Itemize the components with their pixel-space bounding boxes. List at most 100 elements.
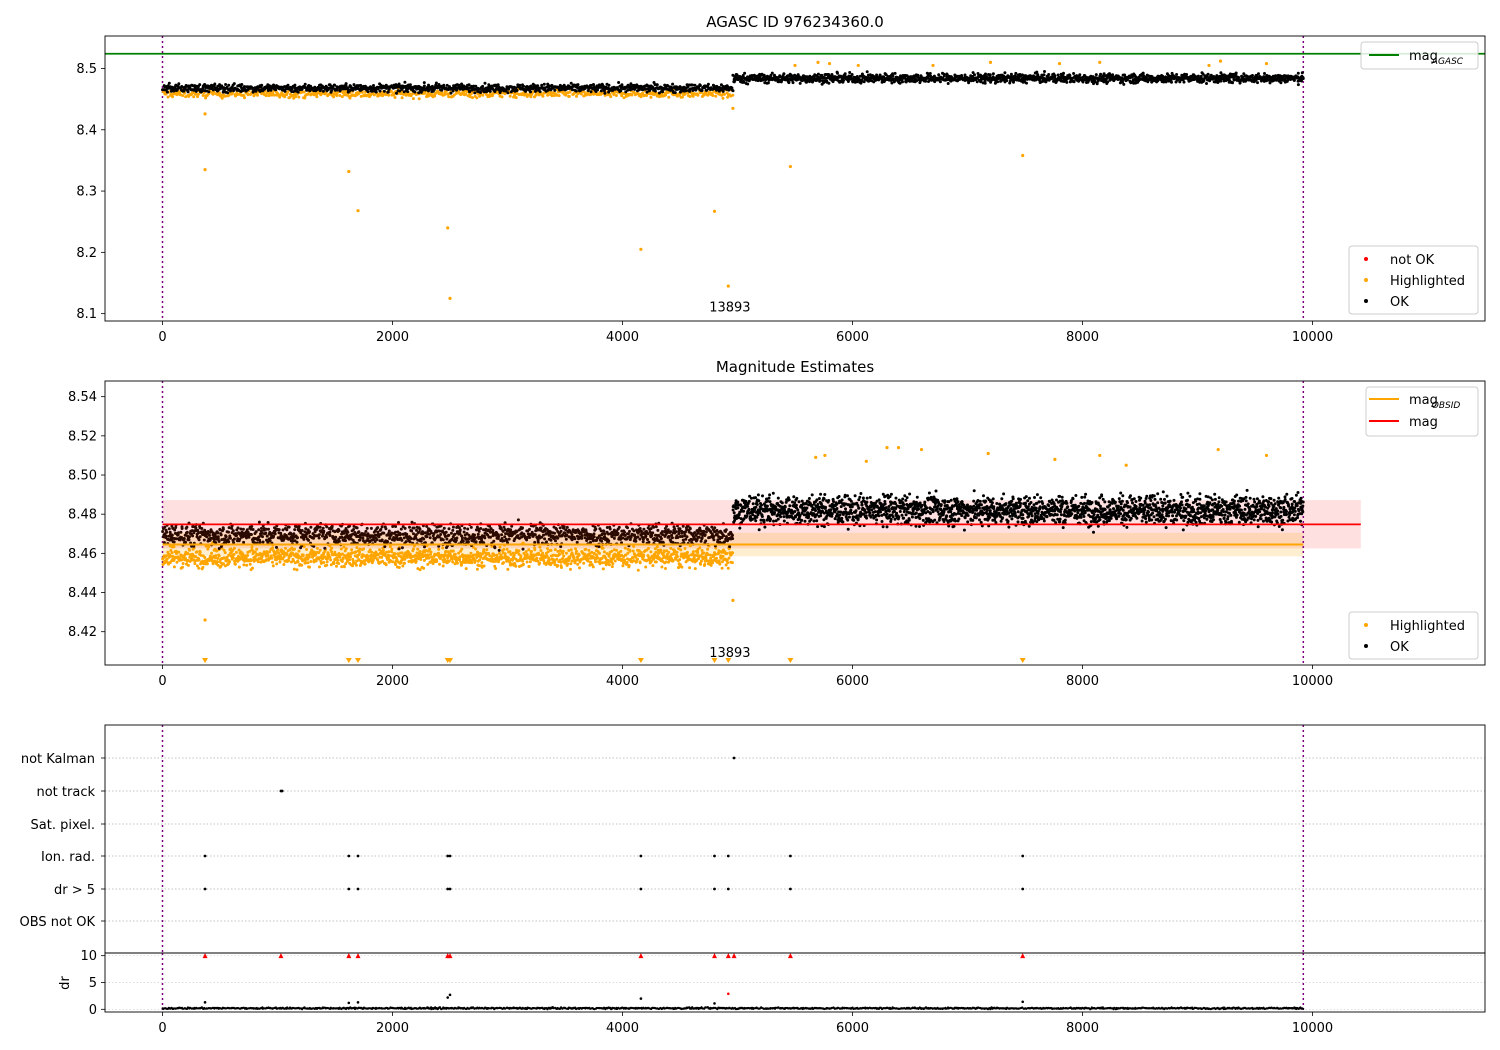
data-point [535, 556, 539, 560]
data-point [303, 96, 307, 100]
data-point [988, 73, 992, 77]
data-point [390, 547, 394, 551]
data-point [638, 561, 642, 565]
data-point [467, 83, 471, 87]
data-point [471, 96, 474, 100]
data-point [557, 94, 561, 98]
data-point [512, 553, 516, 557]
data-point [706, 547, 710, 551]
data-point [271, 560, 274, 564]
data-point [215, 560, 219, 564]
data-point [203, 556, 207, 559]
data-point [700, 88, 704, 92]
data-point [1053, 74, 1057, 78]
data-point [655, 545, 659, 549]
data-point [164, 534, 168, 538]
data-point [458, 555, 462, 559]
data-point [1175, 73, 1179, 76]
data-point [983, 79, 987, 83]
data-point [278, 560, 282, 564]
data-point [788, 164, 793, 169]
data-point [647, 546, 650, 550]
data-point [207, 545, 211, 549]
data-point [664, 93, 668, 97]
data-point [560, 566, 563, 569]
data-point [653, 89, 657, 93]
data-point [366, 90, 370, 94]
data-point [380, 555, 384, 559]
data-point [237, 565, 241, 569]
data-point [403, 80, 407, 84]
data-point [1047, 73, 1051, 76]
data-point [1296, 71, 1300, 75]
data-point [388, 545, 392, 549]
data-point [574, 547, 577, 551]
data-point [1078, 73, 1082, 77]
data-point [1207, 63, 1211, 68]
data-point [197, 566, 201, 570]
data-point [928, 72, 932, 75]
data-point [337, 562, 341, 565]
data-point [359, 94, 363, 98]
data-point [181, 562, 185, 565]
data-point [246, 93, 250, 97]
data-point [200, 527, 204, 530]
data-point [570, 559, 574, 563]
data-point [506, 567, 510, 571]
data-point [1296, 83, 1300, 87]
data-point [508, 94, 512, 98]
data-point [372, 93, 376, 97]
data-point [289, 554, 293, 558]
data-point [893, 71, 897, 75]
data-point [521, 562, 525, 566]
data-point [203, 168, 207, 172]
data-point [636, 568, 640, 572]
data-point [455, 561, 459, 565]
data-point [300, 90, 304, 94]
data-point [525, 560, 529, 564]
data-point [798, 81, 802, 85]
data-point [850, 73, 854, 76]
data-point [630, 93, 634, 97]
data-point [288, 95, 292, 99]
data-point [639, 247, 643, 251]
y-tick-label: 8.3 [76, 185, 97, 200]
data-point [349, 555, 352, 559]
data-point [642, 555, 646, 558]
data-point [538, 545, 542, 549]
data-point [671, 558, 675, 562]
data-point [731, 106, 735, 110]
data-point [437, 547, 441, 551]
data-point [315, 95, 319, 99]
data-point [730, 561, 734, 565]
data-point [406, 90, 410, 94]
data-point [1264, 61, 1269, 66]
data-point [404, 93, 408, 97]
data-point [508, 550, 512, 554]
data-point [378, 89, 382, 93]
data-point [991, 72, 995, 76]
data-point [609, 95, 613, 99]
data-point [286, 83, 290, 87]
data-point [538, 561, 542, 565]
data-point [186, 552, 190, 556]
data-point [270, 556, 274, 560]
data-point [214, 554, 218, 558]
data-point [842, 79, 845, 82]
data-point [165, 530, 169, 534]
data-point [414, 559, 418, 563]
data-point [301, 554, 305, 558]
data-point [400, 96, 404, 100]
data-point [479, 91, 482, 94]
data-point [395, 91, 398, 95]
data-point [891, 74, 895, 78]
data-point [1042, 73, 1046, 77]
data-point [469, 551, 473, 555]
data-point [217, 554, 221, 558]
data-point [201, 94, 205, 97]
data-point [619, 549, 623, 553]
data-point [607, 563, 611, 567]
x-tick-label: 10000 [1292, 330, 1333, 345]
data-point [478, 558, 482, 562]
